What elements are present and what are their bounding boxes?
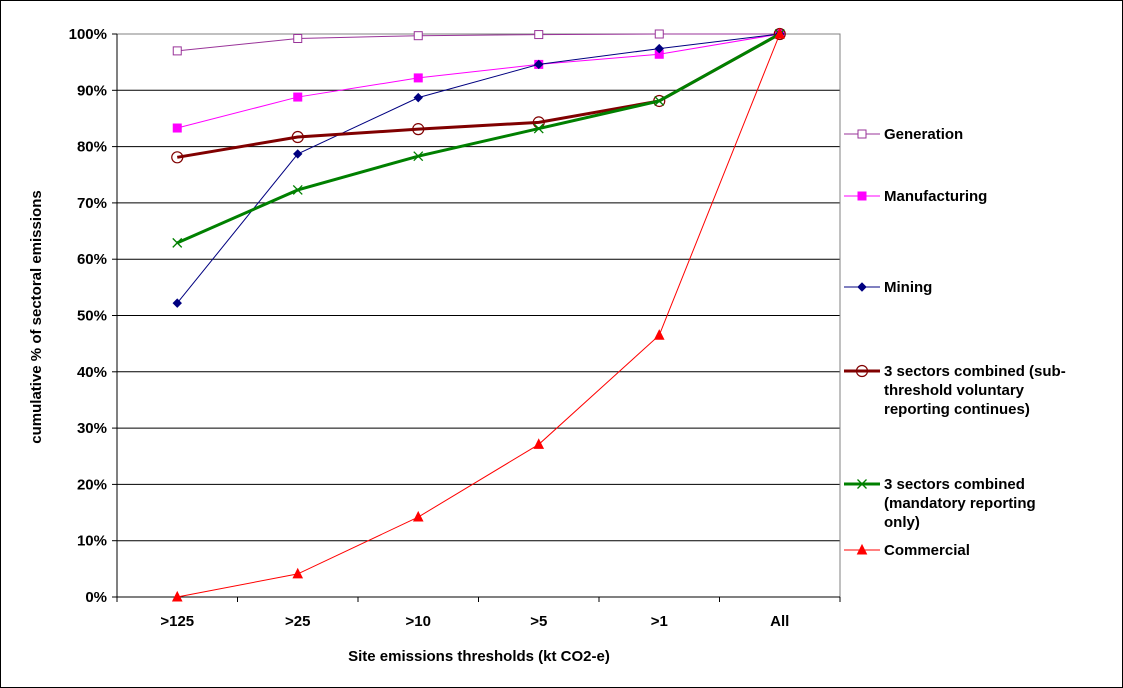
- data-point: [171, 151, 184, 164]
- data-point: [293, 34, 303, 44]
- y-tick-label: 80%: [77, 139, 107, 156]
- legend-item: Mining: [844, 279, 932, 296]
- series-line: [176, 33, 780, 304]
- data-point: [291, 130, 304, 144]
- data-point: [293, 92, 303, 102]
- data-point: [293, 149, 303, 159]
- data-point: [171, 590, 183, 602]
- legend-item: 3 sectors combined (sub-threshold volunt…: [844, 363, 1066, 418]
- y-tick-label: 60%: [77, 251, 107, 268]
- x-tick-label: >125: [160, 613, 194, 630]
- x-tick-label: >1: [651, 613, 668, 630]
- series-group: [171, 27, 786, 602]
- x-tick-label: >5: [530, 613, 547, 630]
- data-point: [412, 510, 424, 522]
- gridlines: [117, 33, 840, 598]
- y-tick-label: 90%: [77, 82, 107, 99]
- data-point: [413, 151, 424, 162]
- y-tick-label: 40%: [77, 364, 107, 381]
- data-point: [413, 31, 423, 41]
- legend-item: 3 sectors combined (mandatory reporting on…: [844, 476, 1036, 531]
- legend-marker: [857, 129, 867, 139]
- legend-marker: [857, 191, 867, 201]
- data-point: [774, 27, 786, 39]
- legend-label: 3 sectors combined: [884, 476, 1025, 493]
- x-tick-label: All: [770, 613, 789, 630]
- x-tick-label: >10: [406, 613, 431, 630]
- legend-marker: [857, 479, 867, 489]
- data-point: [413, 73, 423, 83]
- y-tick-label: 30%: [77, 420, 107, 437]
- series-line: [177, 33, 781, 598]
- y-tick-label: 50%: [77, 308, 107, 325]
- legend-marker: [855, 364, 869, 378]
- series-line: [176, 32, 781, 245]
- legend-item: Commercial: [844, 542, 970, 559]
- y-axis: 0% 10% 20% 30% 40% 50% 60% 70% 80% 90% 100%: [69, 26, 117, 606]
- series-line: [177, 33, 780, 52]
- data-point: [292, 567, 304, 579]
- data-point: [654, 96, 665, 106]
- data-point: [534, 59, 544, 70]
- x-tick-label: >25: [285, 613, 310, 630]
- x-axis-title: Site emissions thresholds (kt CO2-e): [348, 648, 610, 665]
- data-point: [413, 92, 423, 103]
- legend-item: Manufacturing: [844, 188, 987, 205]
- y-tick-label: 20%: [77, 476, 107, 493]
- legend-label: reporting continues): [884, 401, 1030, 418]
- legend-label: Commercial: [884, 542, 970, 559]
- legend-label: Generation: [884, 126, 963, 143]
- data-point: [533, 438, 545, 449]
- y-tick-label: 0%: [85, 589, 107, 606]
- data-point: [534, 30, 544, 40]
- y-tick-label: 10%: [77, 533, 107, 550]
- data-point: [412, 123, 425, 136]
- legend-label: 3 sectors combined (sub-: [884, 363, 1066, 380]
- legend-marker: [857, 282, 867, 292]
- data-point: [533, 123, 544, 134]
- legend-item: Generation: [844, 126, 963, 143]
- series-line: [177, 33, 780, 129]
- legend-label: (mandatory reporting: [884, 495, 1036, 512]
- legend-marker: [856, 543, 868, 555]
- series-5: [171, 27, 786, 602]
- data-point: [653, 329, 665, 340]
- y-tick-label: 70%: [77, 195, 107, 212]
- y-axis-title: cumulative % of sectoral emissions: [28, 190, 45, 443]
- data-point: [292, 184, 303, 195]
- legend-label: only): [884, 514, 920, 531]
- series-4: [172, 29, 785, 248]
- data-point: [654, 29, 664, 39]
- x-axis: >125 >25 >10 >5 >1 All: [116, 597, 841, 630]
- legend-label: Manufacturing: [884, 188, 987, 205]
- legend-label: Mining: [884, 279, 932, 296]
- y-tick-label: 100%: [69, 26, 107, 43]
- data-point: [172, 46, 182, 56]
- legend: Generation Manufacturing Mining 3 sectors c…: [844, 126, 1066, 559]
- data-point: [172, 298, 182, 308]
- series-line: [177, 32, 781, 159]
- legend-label: threshold voluntary: [884, 382, 1025, 399]
- data-point: [172, 237, 183, 248]
- data-point: [654, 43, 664, 54]
- data-point: [172, 123, 182, 133]
